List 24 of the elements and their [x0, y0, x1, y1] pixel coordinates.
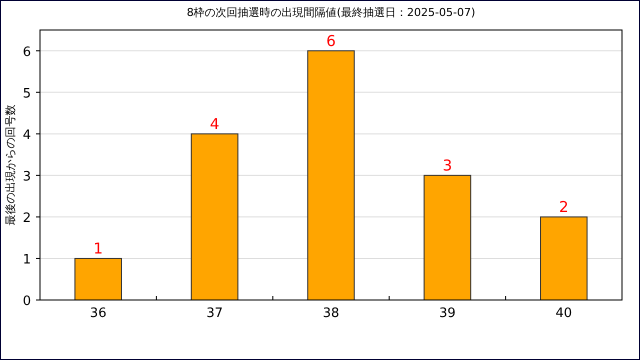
x-tick-label: 39 — [439, 306, 456, 321]
bar — [540, 216, 588, 300]
y-tick-label: 0 — [22, 294, 31, 309]
data-label: 2 — [559, 198, 569, 216]
data-label: 4 — [210, 114, 220, 133]
x-tick-label: 36 — [90, 306, 106, 321]
x-tick-label: 37 — [206, 306, 223, 321]
bar — [74, 258, 122, 300]
y-tick-label: 5 — [22, 86, 31, 102]
x-tick-label: 38 — [322, 306, 340, 321]
bar — [307, 50, 355, 300]
y-tick-label: 3 — [22, 169, 31, 184]
data-label: 1 — [93, 239, 103, 258]
y-tick-label: 4 — [22, 128, 31, 143]
bar — [424, 174, 472, 300]
data-label: 6 — [326, 32, 336, 50]
y-axis-title: 最後の出現からの回号数 — [4, 104, 17, 226]
y-tick-label: 1 — [22, 252, 31, 268]
data-label: 3 — [442, 156, 452, 174]
bar — [190, 133, 238, 300]
y-tick-label: 2 — [22, 210, 31, 226]
x-tick-label: 40 — [556, 306, 572, 321]
chart-title: 8枠の次回抽選時の出現間隔値(最終抽選日：2025-05-07) — [186, 6, 476, 19]
y-tick-label: 6 — [22, 44, 31, 60]
